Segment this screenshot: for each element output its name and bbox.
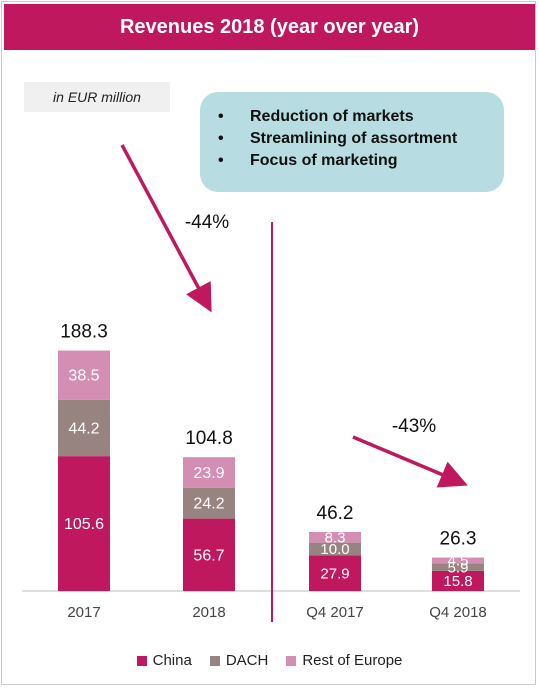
x-tick-label: Q4 2017 bbox=[306, 604, 364, 621]
callout-item: • Focus of marketing bbox=[218, 150, 504, 172]
bar-segment bbox=[309, 532, 361, 543]
bar-segment bbox=[58, 456, 110, 591]
bar-segment bbox=[432, 563, 484, 571]
legend-item: Rest of Europe bbox=[286, 652, 402, 669]
bar-segment bbox=[432, 570, 484, 591]
x-tick-label: 2018 bbox=[192, 604, 225, 621]
change-label-annual: -44% bbox=[185, 212, 229, 233]
callout-item-text: Focus of marketing bbox=[250, 152, 398, 169]
callout-item: • Streamlining of assortment bbox=[218, 128, 504, 150]
legend-swatch bbox=[286, 655, 297, 666]
bar-segment bbox=[309, 555, 361, 591]
data-label: 8.3 bbox=[325, 530, 346, 547]
data-label: 5.9 bbox=[448, 559, 469, 576]
unit-note: in EUR million bbox=[24, 82, 170, 112]
data-label: 56.7 bbox=[193, 547, 224, 564]
data-label: 15.8 bbox=[443, 573, 472, 590]
change-label-quarterly: -43% bbox=[392, 416, 436, 437]
legend-label: DACH bbox=[225, 652, 269, 669]
data-label: 27.9 bbox=[320, 565, 349, 582]
callout-item-text: Streamlining of assortment bbox=[250, 130, 458, 147]
trend-arrow-annual bbox=[120, 144, 212, 313]
bullet-icon: • bbox=[218, 108, 224, 125]
data-label: 38.5 bbox=[68, 368, 99, 385]
callout-box: • Reduction of markets • Streamlining of a… bbox=[200, 92, 504, 192]
legend-swatch bbox=[136, 655, 147, 666]
total-label: 188.3 bbox=[60, 322, 108, 343]
bar-segment bbox=[183, 487, 235, 519]
chart-title: Revenues 2018 (year over year) bbox=[4, 4, 535, 50]
bar-segment bbox=[183, 457, 235, 488]
bar-segment bbox=[432, 557, 484, 564]
callout-item: • Reduction of markets bbox=[218, 106, 504, 128]
total-label: 46.2 bbox=[317, 503, 354, 524]
legend-label: Rest of Europe bbox=[302, 652, 403, 669]
bar-segment bbox=[183, 518, 235, 591]
data-label: 24.2 bbox=[193, 496, 224, 513]
bar-segment bbox=[309, 542, 361, 556]
legend-swatch bbox=[209, 655, 220, 666]
data-label: 23.9 bbox=[193, 465, 224, 482]
legend-item: DACH bbox=[209, 652, 269, 669]
x-tick-label: Q4 2018 bbox=[429, 604, 487, 621]
data-label: 44.2 bbox=[68, 421, 99, 438]
total-label: 104.8 bbox=[185, 428, 233, 449]
total-label: 26.3 bbox=[440, 529, 477, 550]
bar-segment bbox=[58, 350, 110, 400]
data-label: 10.0 bbox=[320, 541, 349, 558]
legend-item: China bbox=[136, 652, 192, 669]
x-tick-label: 2017 bbox=[67, 604, 100, 621]
trend-arrow-quarterly bbox=[352, 435, 468, 488]
data-label: 4.5 bbox=[448, 553, 469, 570]
data-label: 105.6 bbox=[64, 516, 104, 533]
bullet-icon: • bbox=[218, 152, 224, 169]
legend-label: China bbox=[152, 652, 192, 669]
bullet-icon: • bbox=[218, 130, 224, 147]
bar-segment bbox=[58, 399, 110, 457]
callout-item-text: Reduction of markets bbox=[250, 108, 414, 125]
chart-legend: China DACH Rest of Europe bbox=[0, 652, 539, 669]
